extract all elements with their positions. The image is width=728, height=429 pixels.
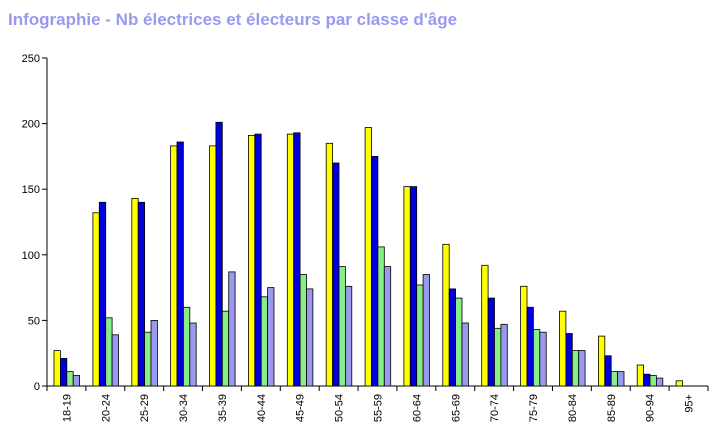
bar [656, 377, 664, 387]
bar [617, 371, 625, 387]
bar [150, 319, 158, 387]
bar [60, 357, 68, 387]
x-tick-label: 90-94 [645, 394, 657, 422]
bar [461, 322, 469, 387]
bar [610, 371, 619, 387]
bar [481, 264, 489, 387]
bar [565, 333, 573, 387]
y-tick-label: 150 [22, 184, 40, 196]
bar [325, 142, 334, 387]
bar [364, 127, 372, 387]
bar [221, 310, 230, 387]
bar [209, 145, 217, 387]
bar [344, 285, 353, 387]
bar [66, 371, 74, 387]
bar [403, 186, 411, 387]
bar [144, 331, 152, 387]
x-tick-label: 75-79 [528, 394, 540, 422]
bar [170, 145, 178, 387]
chart-title: Infographie - Nb électrices et électeurs… [8, 10, 458, 29]
x-tick-label: 40-44 [256, 394, 268, 422]
bar [675, 380, 683, 387]
bar [92, 212, 100, 387]
bar [455, 297, 463, 387]
bar [649, 375, 657, 387]
x-tick-label: 45-49 [295, 394, 307, 422]
bar [182, 306, 191, 387]
bar [72, 375, 80, 387]
bar [176, 141, 184, 387]
x-tick-label: 80-84 [567, 394, 579, 422]
bar [500, 323, 508, 387]
y-tick-label: 200 [22, 119, 40, 131]
x-tick-label: 18-19 [61, 394, 73, 422]
y-tick-label: 100 [22, 250, 40, 262]
bar [306, 288, 314, 387]
bar [111, 334, 119, 387]
bar [215, 121, 223, 387]
x-tick-label: 50-54 [334, 394, 346, 422]
bar [643, 373, 651, 387]
bar [189, 322, 197, 387]
x-tick-label: 25-29 [139, 394, 151, 422]
bar [442, 243, 450, 387]
bar [636, 364, 645, 387]
x-tick-label: 35-39 [217, 394, 229, 422]
bar [533, 329, 541, 387]
x-tick-label: 60-64 [411, 394, 423, 422]
bar [98, 201, 107, 387]
x-tick-label: 55-59 [373, 394, 385, 422]
bar [604, 355, 612, 387]
bar [131, 197, 139, 387]
bar [571, 350, 580, 387]
bar [105, 317, 113, 387]
x-tick-label: 20-24 [100, 394, 112, 422]
bar [383, 266, 392, 387]
x-tick-label: 70-74 [489, 394, 501, 422]
bar [286, 133, 295, 387]
bar [520, 285, 528, 387]
x-tick-label: 85-89 [606, 394, 618, 422]
bar [228, 271, 236, 387]
bar [539, 331, 547, 387]
bar [377, 246, 385, 387]
y-tick-label: 250 [22, 53, 40, 65]
bar [598, 335, 606, 387]
x-tick-label: 65-69 [450, 394, 462, 422]
bar [494, 327, 502, 387]
bar [293, 132, 301, 387]
bar [526, 306, 534, 387]
bar [448, 288, 457, 387]
bar [137, 201, 145, 387]
bar [559, 310, 567, 387]
bar [247, 134, 256, 387]
bar [487, 297, 495, 387]
bar [267, 287, 275, 387]
bar [260, 296, 269, 387]
x-tick-label: 30-34 [178, 394, 190, 422]
bar [299, 274, 307, 387]
bar [578, 350, 586, 387]
bar [254, 133, 262, 387]
y-tick-label: 0 [34, 381, 40, 393]
bar [332, 162, 340, 387]
y-tick-label: 50 [28, 315, 40, 327]
bar [53, 350, 61, 387]
bar [416, 284, 424, 387]
x-tick-label: 95+ [684, 394, 696, 413]
bar [338, 266, 346, 387]
bar [409, 186, 418, 387]
bar [422, 274, 430, 387]
bar [371, 155, 379, 387]
